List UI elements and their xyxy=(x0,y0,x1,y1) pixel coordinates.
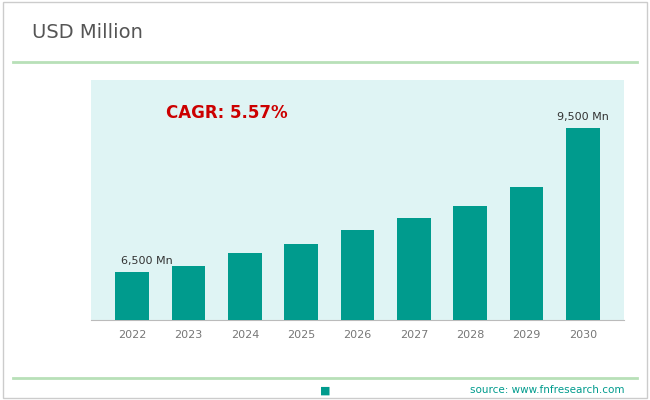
Bar xyxy=(228,253,262,400)
Bar xyxy=(284,244,318,400)
Bar xyxy=(453,206,487,400)
Bar xyxy=(172,266,205,400)
Bar xyxy=(341,230,374,400)
Text: source: www.fnfresearch.com: source: www.fnfresearch.com xyxy=(469,385,624,395)
Bar xyxy=(566,128,600,400)
Text: CAGR: 5.57%: CAGR: 5.57% xyxy=(166,104,287,122)
Bar xyxy=(397,218,431,400)
Text: 9,500 Mn: 9,500 Mn xyxy=(557,112,609,122)
Text: ■: ■ xyxy=(320,385,330,395)
Bar xyxy=(115,272,149,400)
Text: USD Million: USD Million xyxy=(32,23,144,42)
Bar xyxy=(510,186,543,400)
Text: 6,500 Mn: 6,500 Mn xyxy=(121,256,173,266)
